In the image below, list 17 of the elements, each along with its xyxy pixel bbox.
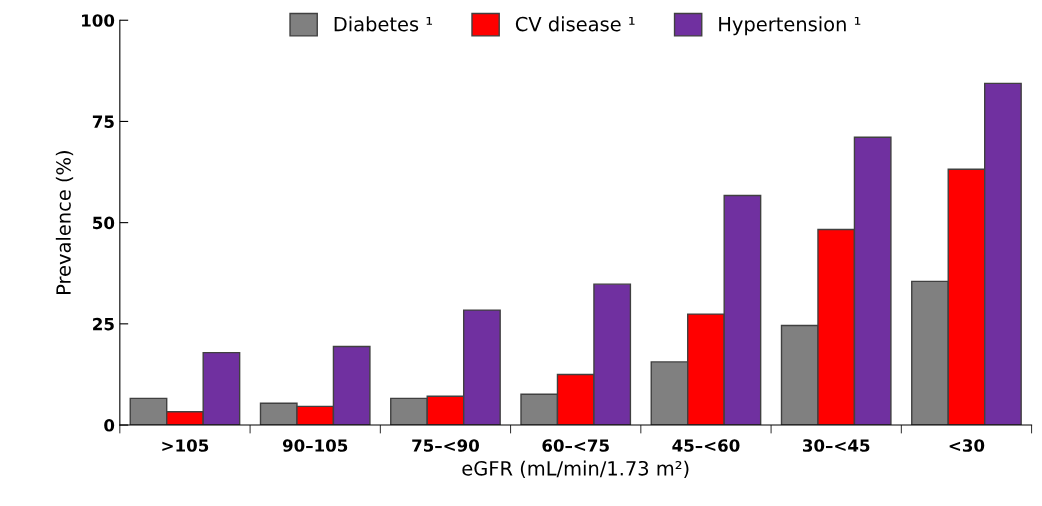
x-axis-title: eGFR (mL/min/1.73 m²) (462, 460, 689, 478)
x-tick-label: 90–105 (282, 439, 348, 452)
x-tick-label: <30 (949, 439, 985, 452)
y-tick-label: 100 (82, 14, 115, 27)
x-tick-label: 45–<60 (672, 439, 740, 452)
legend-label: Diabetes ¹ (334, 16, 433, 32)
x-tick-label: 30–<45 (802, 439, 870, 452)
legend-label: CV disease ¹ (515, 16, 635, 32)
x-tick-label: 75–<90 (412, 439, 479, 452)
y-tick-label: 75 (92, 115, 114, 129)
x-tick-label: >105 (162, 439, 209, 452)
y-tick-label: 25 (93, 317, 114, 331)
y-tick-label: 50 (93, 216, 115, 230)
legend-label: Hypertension ¹ (719, 16, 861, 36)
y-axis-title: Prevalence (%) (55, 151, 74, 294)
y-tick-label: 0 (104, 419, 115, 432)
x-tick-label: 60–<75 (542, 439, 609, 452)
